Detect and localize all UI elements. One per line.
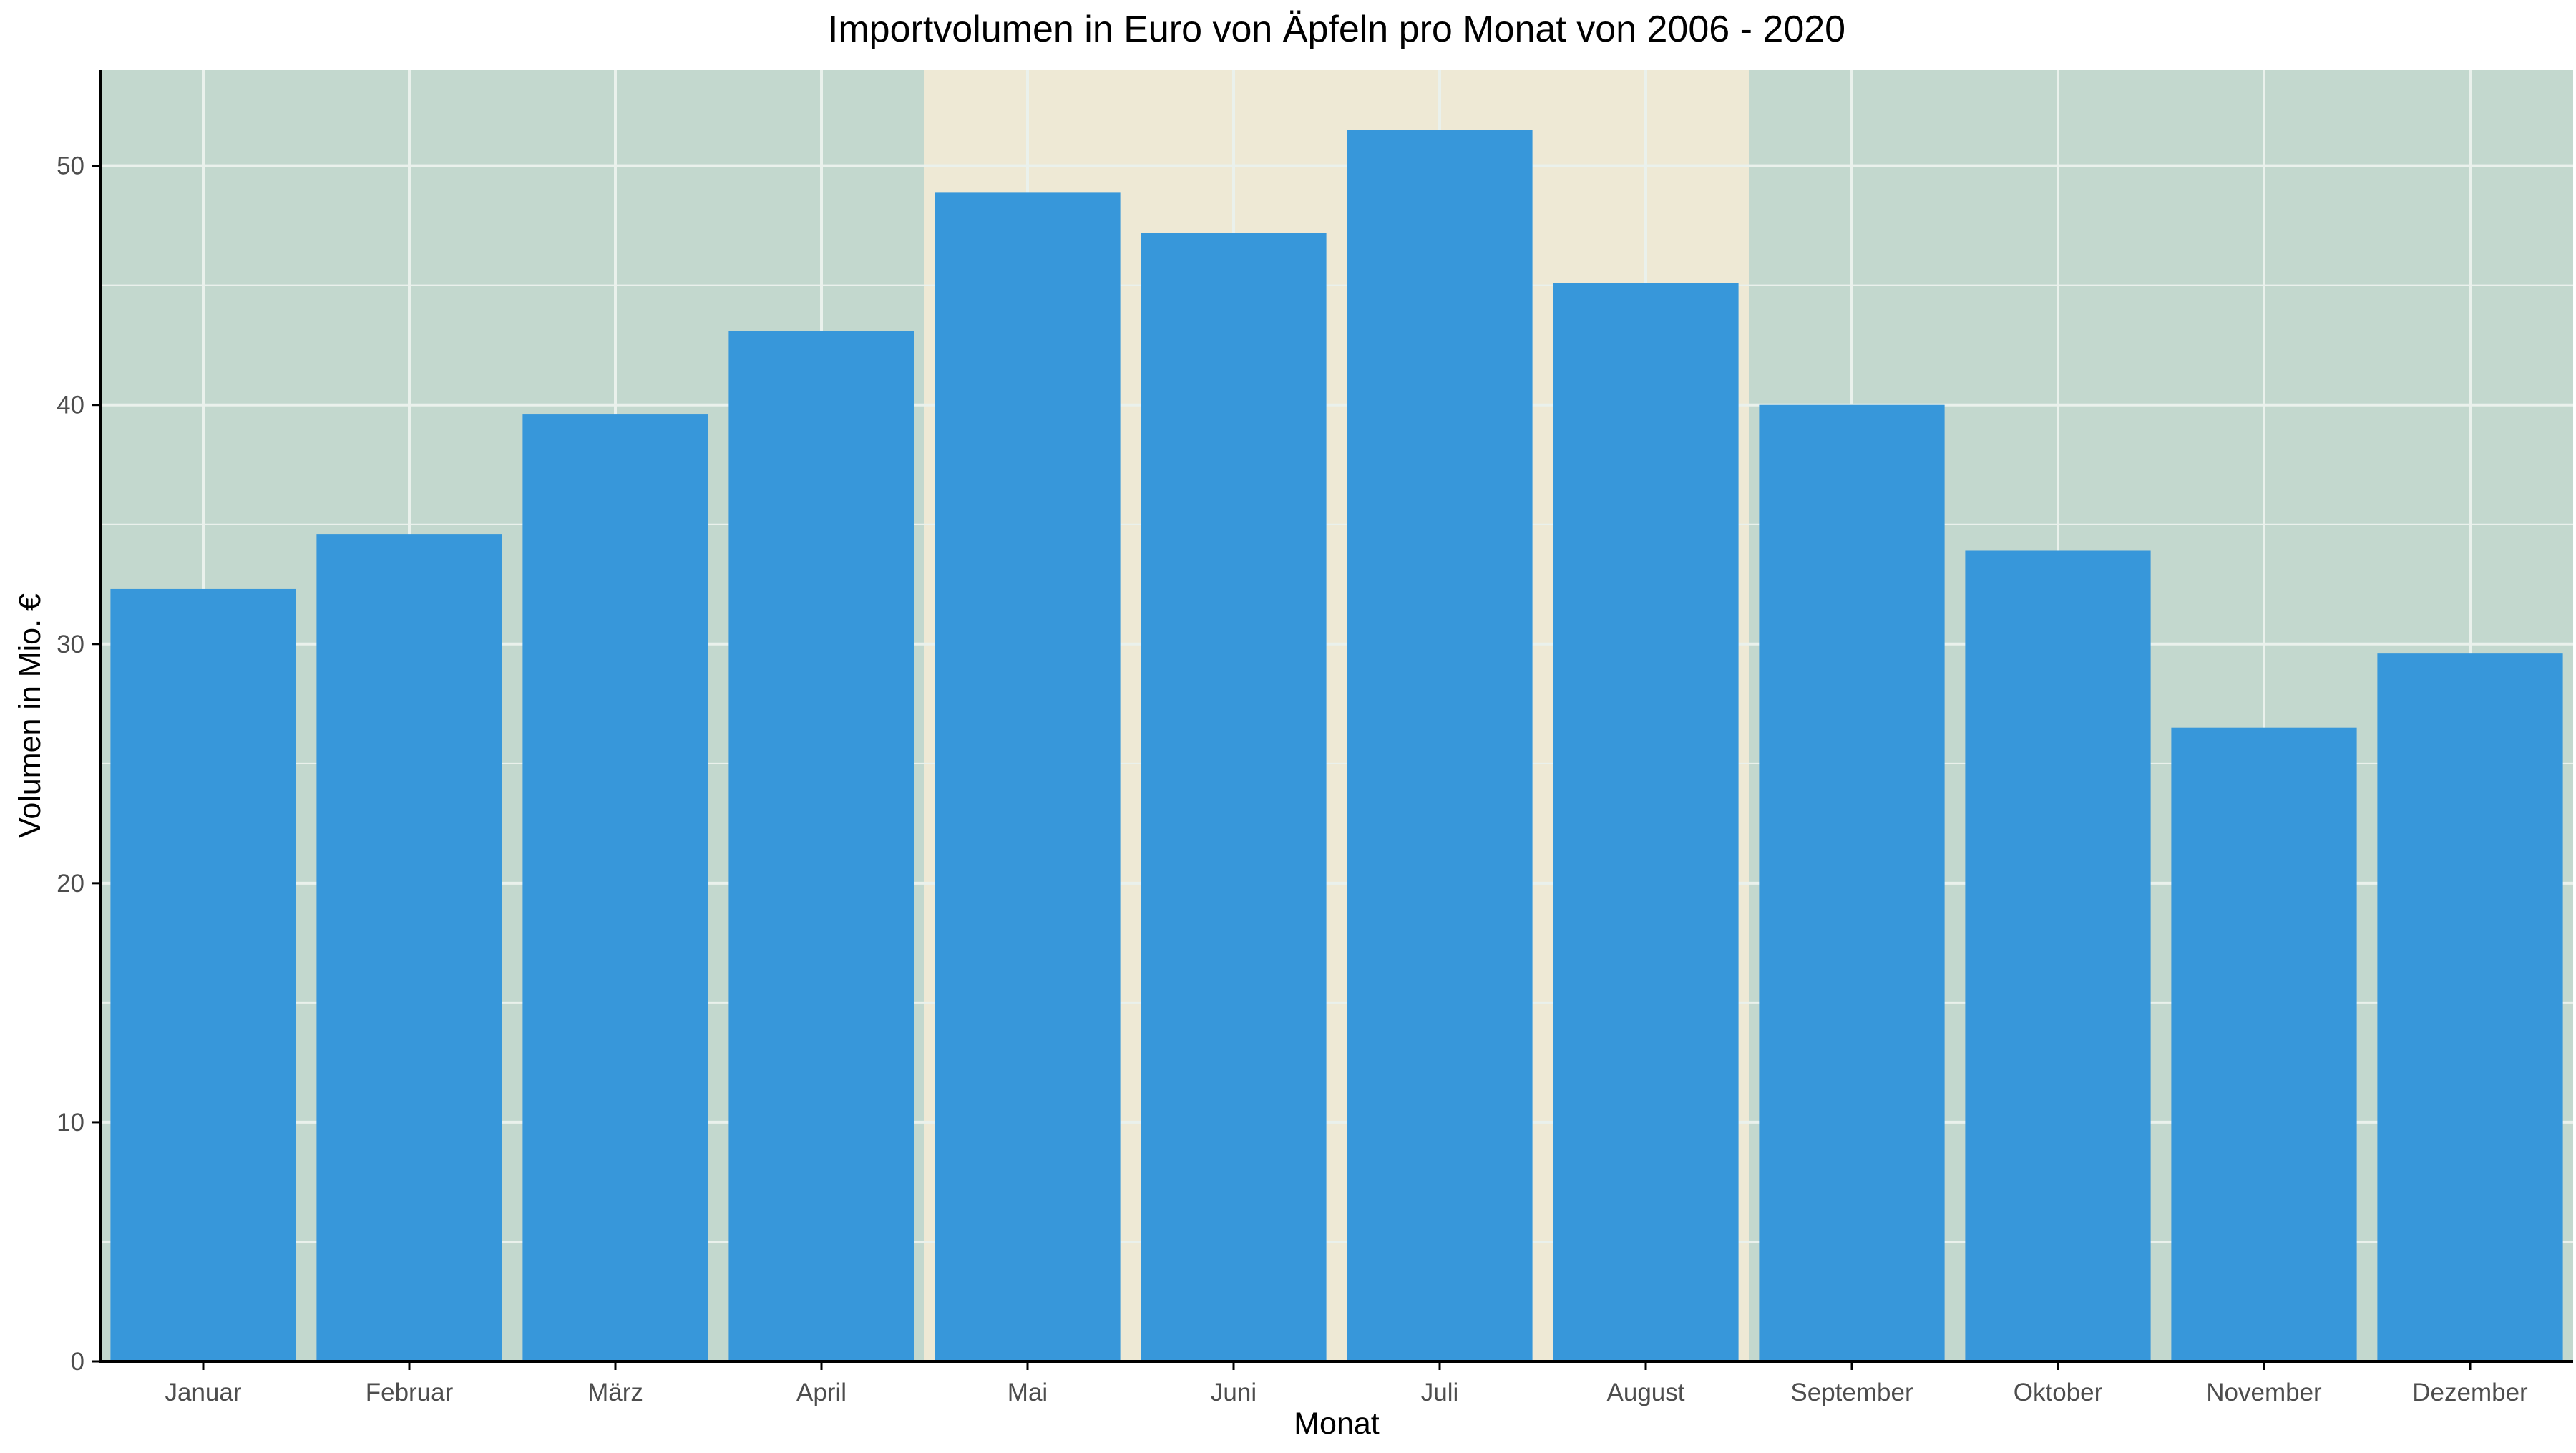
- bar-september: [1759, 404, 1945, 1362]
- bar-mai: [935, 192, 1121, 1361]
- x-tick-label: Oktober: [2014, 1379, 2103, 1406]
- y-tick-label: 50: [57, 152, 84, 180]
- bars: [110, 130, 2563, 1362]
- bar-märz: [522, 414, 708, 1361]
- x-tick-label: Juni: [1211, 1379, 1257, 1406]
- y-tick-labels: 0 10 20 30 40 50: [57, 152, 84, 1376]
- x-tick-label: Dezember: [2412, 1379, 2528, 1406]
- y-axis-label: Volumen in Mio. €: [13, 593, 47, 838]
- x-tick-label: Januar: [165, 1379, 241, 1406]
- x-axis-label: Monat: [1294, 1406, 1380, 1441]
- y-tick-label: 40: [57, 392, 84, 419]
- bar-august: [1553, 283, 1739, 1361]
- bar-juni: [1141, 233, 1327, 1361]
- x-tick-label: April: [796, 1379, 847, 1406]
- chart-title: Importvolumen in Euro von Äpfeln pro Mon…: [828, 9, 1845, 50]
- x-tick-label: Juli: [1421, 1379, 1459, 1406]
- bar-november: [2171, 727, 2357, 1361]
- axes: [92, 70, 2573, 1370]
- bar-oktober: [1965, 550, 2151, 1361]
- y-tick-label: 10: [57, 1109, 84, 1137]
- bar-dezember: [2377, 653, 2563, 1361]
- x-tick-label: März: [587, 1379, 643, 1406]
- x-tick-label: November: [2206, 1379, 2322, 1406]
- x-tick-label: Mai: [1008, 1379, 1048, 1406]
- y-tick-label: 20: [57, 870, 84, 898]
- x-tick-label: September: [1790, 1379, 1913, 1406]
- bar-januar: [110, 588, 296, 1362]
- x-tick-label: Februar: [366, 1379, 454, 1406]
- y-tick-label: 0: [71, 1348, 84, 1376]
- x-tick-labels: Januar Februar März April Mai Juni Juli August S…: [165, 1379, 2528, 1406]
- y-tick-label: 30: [57, 631, 84, 659]
- bar-juli: [1347, 130, 1533, 1361]
- bar-februar: [316, 534, 502, 1361]
- x-tick-label: August: [1607, 1379, 1685, 1406]
- bar-april: [728, 331, 914, 1361]
